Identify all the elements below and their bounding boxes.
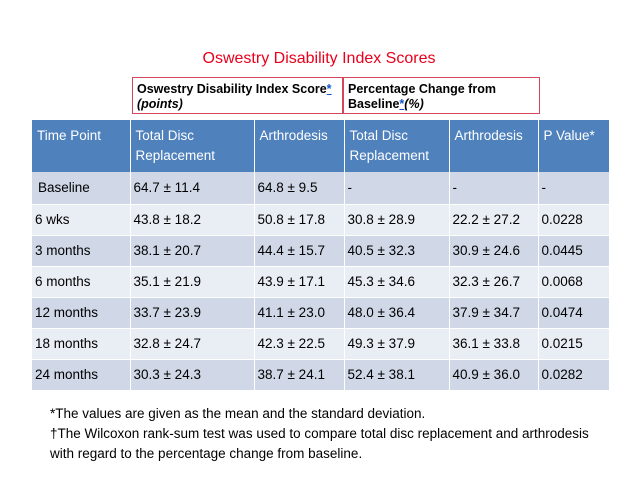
col-time-point: Time Point — [32, 120, 131, 172]
cell: 36.1 ± 33.8 — [449, 328, 539, 360]
cell-time-point: 12 months — [32, 297, 131, 329]
group-header-percentage-change: Percentage Change from Baseline*(%) — [343, 77, 540, 114]
cell: 48.0 ± 36.4 — [344, 297, 450, 329]
cell: 22.2 ± 27.2 — [449, 204, 539, 236]
table-row: 24 months 30.3 ± 24.3 38.7 ± 24.1 52.4 ±… — [32, 359, 609, 391]
cell: 42.3 ± 22.5 — [254, 328, 345, 360]
cell-time-point: 6 wks — [32, 204, 131, 236]
cell: 43.9 ± 17.1 — [254, 266, 345, 298]
cell: 52.4 ± 38.1 — [344, 359, 450, 391]
cell: 44.4 ± 15.7 — [254, 235, 345, 267]
cell-time-point: Baseline — [32, 172, 131, 205]
cell-time-point: 6 months — [32, 266, 131, 298]
table-row: 12 months 33.7 ± 23.9 41.1 ± 23.0 48.0 ±… — [32, 297, 609, 329]
cell: 64.8 ± 9.5 — [254, 172, 345, 205]
col-tdr-change: Total Disc Replacement — [344, 120, 450, 172]
cell: 30.8 ± 28.9 — [344, 204, 450, 236]
table-row: 18 months 32.8 ± 24.7 42.3 ± 22.5 49.3 ±… — [32, 328, 609, 360]
group-header-odi-score: Oswestry Disability Index Score* (points) — [132, 77, 343, 114]
cell: 32.8 ± 24.7 — [130, 328, 255, 360]
footnotes: *The values are given as the mean and th… — [50, 404, 610, 464]
table-row: Baseline 64.7 ± 11.4 64.8 ± 9.5 - - - — [32, 172, 609, 205]
col-p-value: P Value* — [538, 120, 609, 172]
table-row: 3 months 38.1 ± 20.7 44.4 ± 15.7 40.5 ± … — [32, 235, 609, 267]
cell: 30.9 ± 24.6 — [449, 235, 539, 267]
cell: 0.0215 — [538, 328, 609, 360]
page-title: Oswestry Disability Index Scores — [202, 50, 436, 67]
cell: 37.9 ± 34.7 — [449, 297, 539, 329]
cell: 0.0445 — [538, 235, 609, 267]
cell: - — [449, 172, 539, 205]
cell: 0.0228 — [538, 204, 609, 236]
footnote-mark[interactable]: * — [326, 82, 332, 96]
group-label: Percentage Change from Baseline — [348, 82, 496, 111]
table-row: 6 months 35.1 ± 21.9 43.9 ± 17.1 45.3 ± … — [32, 266, 609, 298]
cell: 50.8 ± 17.8 — [254, 204, 345, 236]
cell: 41.1 ± 23.0 — [254, 297, 345, 329]
cell: - — [344, 172, 450, 205]
cell: 40.5 ± 32.3 — [344, 235, 450, 267]
scores-table: Time Point Total Disc Replacement Arthro… — [32, 120, 609, 391]
cell: 64.7 ± 11.4 — [130, 172, 255, 205]
cell: 45.3 ± 34.6 — [344, 266, 450, 298]
cell: 0.0068 — [538, 266, 609, 298]
group-unit: (points) — [137, 97, 183, 111]
cell: 30.3 ± 24.3 — [130, 359, 255, 391]
cell: 33.7 ± 23.9 — [130, 297, 255, 329]
footnote-test: †The Wilcoxon rank-sum test was used to … — [50, 426, 589, 461]
table-header-row: Time Point Total Disc Replacement Arthro… — [32, 120, 609, 172]
col-arthrodesis-score: Arthrodesis — [254, 120, 345, 172]
cell-time-point: 24 months — [32, 359, 131, 391]
footnote-mark[interactable]: * — [399, 97, 405, 111]
group-unit: (%) — [404, 97, 424, 111]
cell: 35.1 ± 21.9 — [130, 266, 255, 298]
cell-time-point: 3 months — [32, 235, 131, 267]
group-label: Oswestry Disability Index Score — [137, 82, 327, 96]
cell: 32.3 ± 26.7 — [449, 266, 539, 298]
cell: 43.8 ± 18.2 — [130, 204, 255, 236]
cell: 40.9 ± 36.0 — [449, 359, 539, 391]
cell-time-point: 18 months — [32, 328, 131, 360]
cell: 38.1 ± 20.7 — [130, 235, 255, 267]
table-row: 6 wks 43.8 ± 18.2 50.8 ± 17.8 30.8 ± 28.… — [32, 204, 609, 236]
col-arthrodesis-change: Arthrodesis — [449, 120, 539, 172]
cell: 49.3 ± 37.9 — [344, 328, 450, 360]
col-tdr-score: Total Disc Replacement — [130, 120, 255, 172]
cell: 38.7 ± 24.1 — [254, 359, 345, 391]
cell: 0.0474 — [538, 297, 609, 329]
footnote-values: *The values are given as the mean and th… — [50, 406, 426, 421]
cell: 0.0282 — [538, 359, 609, 391]
cell: - — [538, 172, 609, 205]
